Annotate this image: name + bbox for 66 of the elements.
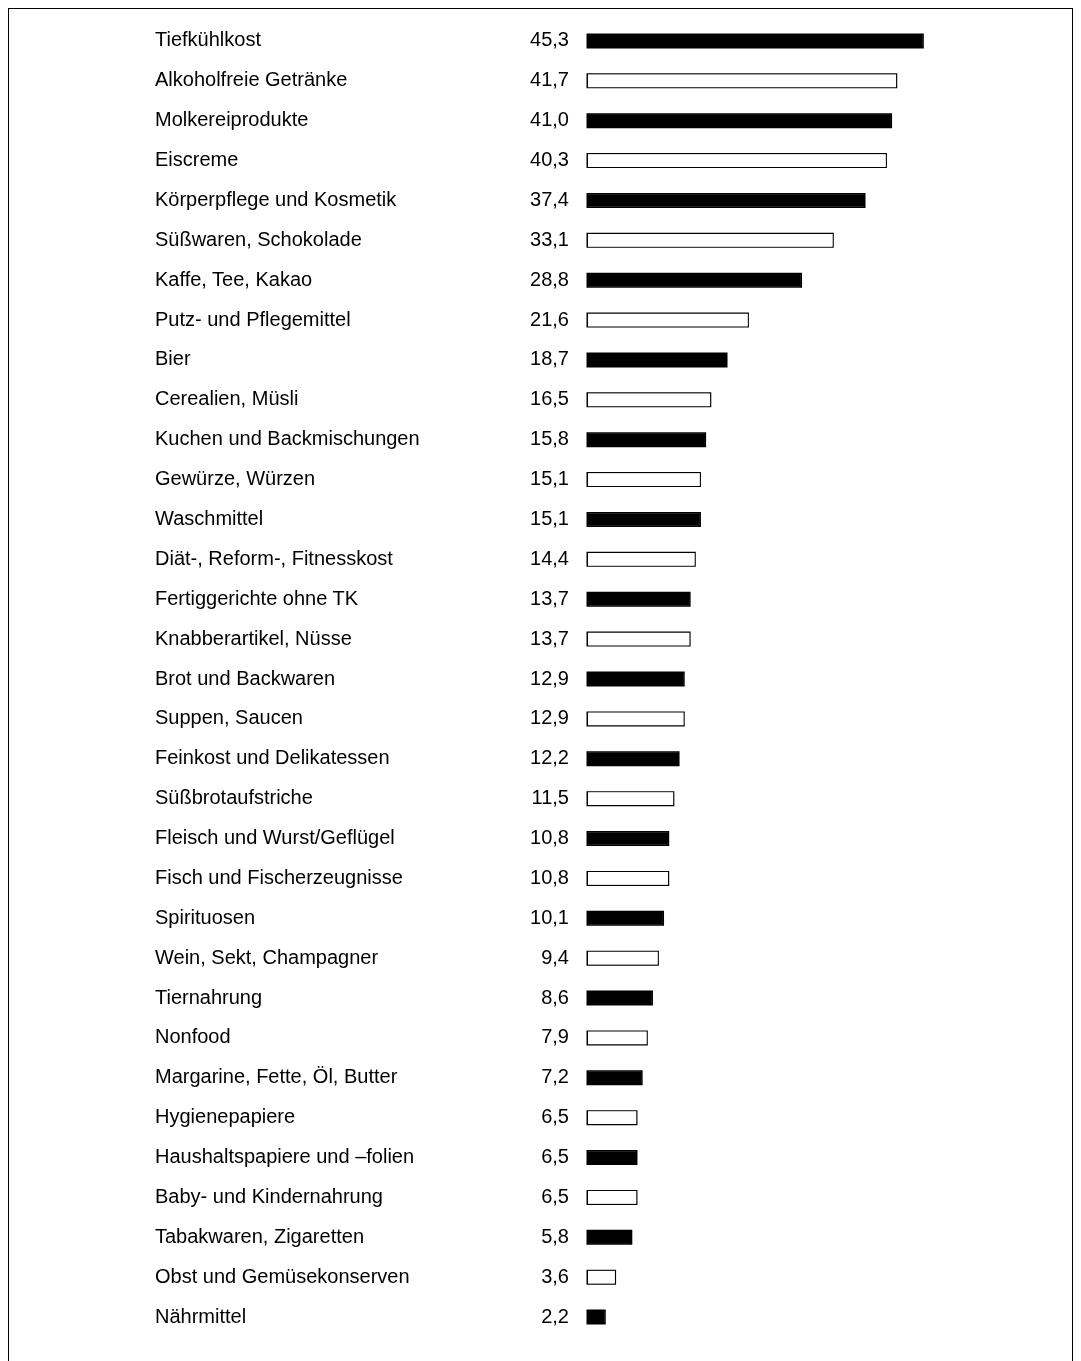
data-label: 18,7 [530,347,569,370]
y-tick-label: Fisch und Fischerzeugnisse [155,865,403,888]
data-label: 15,8 [530,427,569,450]
y-tick-label: Baby- und Kindernahrung [155,1184,383,1207]
data-label: 11,5 [531,786,569,809]
data-label: 7,2 [541,1065,569,1088]
data-label: 14,4 [530,546,569,569]
y-tick-label: Margarine, Fette, Öl, Butter [155,1065,398,1088]
data-label: 41,0 [530,108,569,131]
y-tick-label: Haushaltspapiere und –folien [155,1145,415,1168]
data-label: 13,7 [530,626,569,649]
data-label: 12,9 [530,666,569,689]
y-tick-label: Fleisch und Wurst/Geflügel [155,826,395,849]
data-label: 21,6 [530,307,569,330]
y-tick-label: Fertiggerichte ohne TK [155,586,359,609]
y-tick-label: Süßbrotaufstriche [155,786,313,809]
data-label: 16,5 [530,387,569,410]
y-tick-label: Eiscreme [155,148,239,171]
y-tick-label: Tabakwaren, Zigaretten [155,1224,365,1247]
data-label: 7,9 [541,1025,569,1048]
y-tick-label: Diät-, Reform-, Fitnesskost [155,546,394,569]
y-tick-label: Nonfood [155,1025,231,1048]
data-label: 45,3 [530,28,569,51]
y-tick-label: Putz- und Pflegemittel [155,307,351,330]
data-label: 15,1 [530,507,569,529]
data-label: 33,1 [530,227,569,250]
y-tick-label: Tiefkühlkost [155,28,262,51]
y-tick-label: Hygienepapiere [155,1105,296,1128]
y-tick-label: Molkereiprodukte [155,108,309,131]
y-tick-label: Waschmittel [155,507,264,529]
y-tick-label: Obst und Gemüsekonserven [155,1264,410,1287]
y-tick-label: Spirituosen [155,905,256,928]
y-tick-label: Suppen, Saucen [155,706,303,729]
y-tick-label: Bier [155,347,191,370]
y-tick-label: Süßwaren, Schokolade [155,227,362,250]
data-label: 28,8 [530,267,569,290]
y-tick-label: Kaffe, Tee, Kakao [155,267,313,290]
y-tick-label: Alkoholfreie Getränke [155,68,348,91]
data-label: 8,6 [541,985,569,1008]
y-tick-label: Gewürze, Würzen [155,467,316,490]
y-tick-label: Feinkost und Delikatessen [155,746,390,769]
data-label: 37,4 [530,187,569,210]
data-label: 10,8 [530,826,569,849]
data-label: 15,1 [530,467,569,490]
data-label: 13,7 [530,586,569,609]
data-label: 40,3 [530,148,569,171]
data-label: 10,8 [530,865,569,888]
data-label: 10,1 [530,905,569,928]
y-tick-label: Tiernahrung [155,985,263,1008]
y-tick-label: Nährmittel [155,1304,247,1327]
data-label: 41,7 [530,68,569,91]
data-label: 12,2 [530,746,569,769]
y-tick-label: Kuchen und Backmischungen [155,427,420,450]
data-label: 6,5 [541,1184,569,1207]
data-label: 12,9 [530,706,569,729]
data-label: 6,5 [541,1145,569,1168]
data-label: 9,4 [541,945,569,968]
y-tick-label: Wein, Sekt, Champagner [155,945,379,968]
data-label: 2,2 [541,1304,569,1327]
y-tick-label: Cerealien, Müsli [155,387,299,410]
data-label: 3,6 [541,1264,569,1287]
data-label: 5,8 [541,1224,569,1247]
y-tick-label: Knabberartikel, Nüsse [155,626,352,649]
data-label: 6,5 [541,1105,569,1128]
y-tick-label: Körperpflege und Kosmetik [155,187,398,210]
y-tick-label: Brot und Backwaren [155,666,336,689]
